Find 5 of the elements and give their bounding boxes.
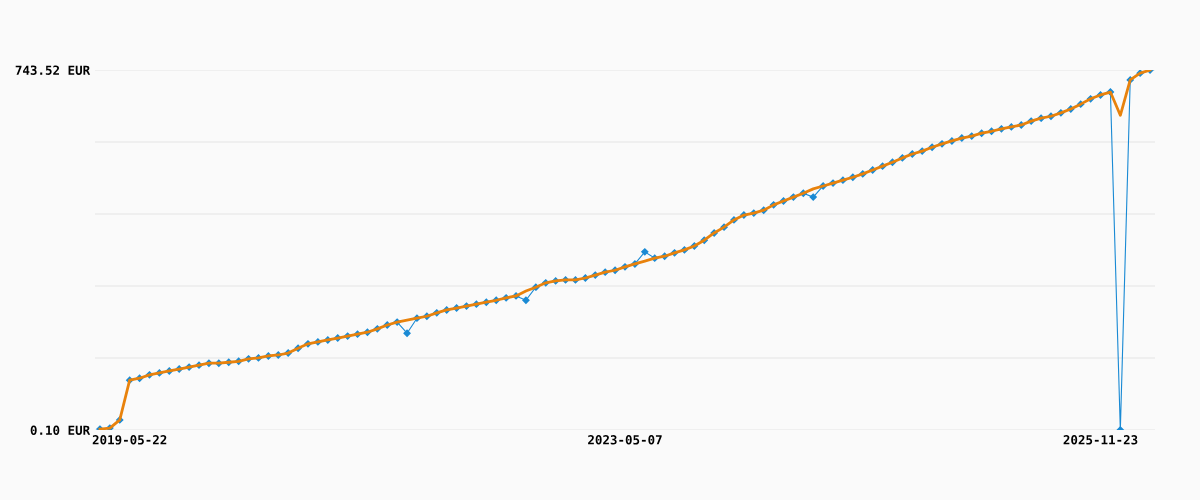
x-tick-label: 2019-05-22 — [92, 435, 167, 445]
x-tick-label: 2025-11-23 — [1063, 435, 1138, 445]
x-tick-label: 2023-05-07 — [588, 435, 662, 445]
y-tick-label: 0.10 EUR — [30, 425, 91, 435]
y-tick-label: 743.52 EUR — [15, 65, 91, 75]
